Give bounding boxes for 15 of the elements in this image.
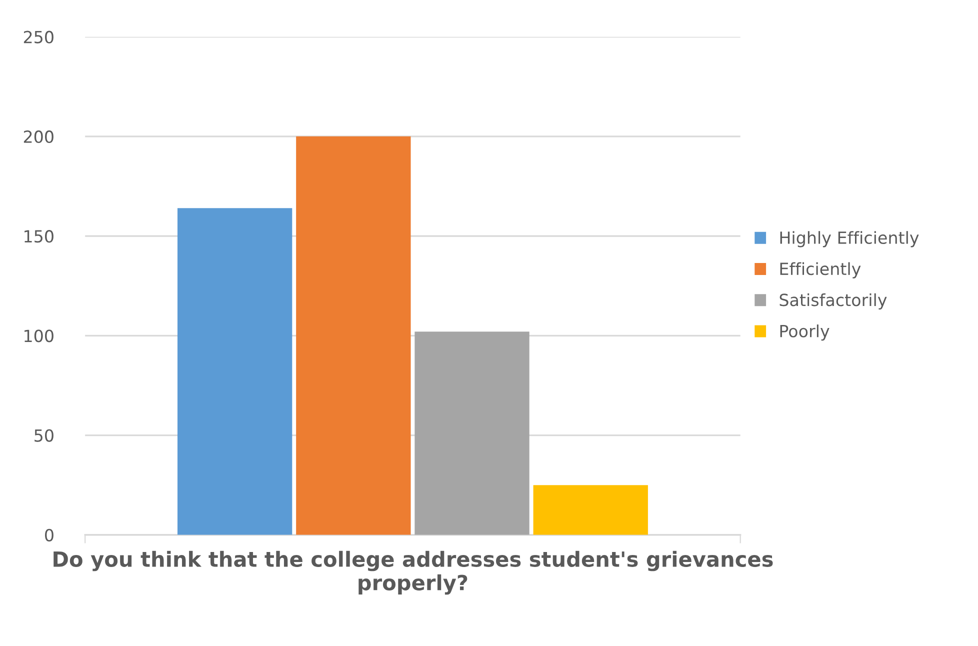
- legend-label: Efficiently: [780, 262, 861, 278]
- bar: [296, 136, 411, 535]
- x-axis-title: Do you think that the college addresses student's grievances properly?: [54, 550, 773, 595]
- y-tick-label: 250: [24, 30, 54, 44]
- legend-label: Highly Efficiently: [780, 231, 919, 248]
- y-tick-label: 50: [34, 429, 54, 442]
- y-tick-label: 0: [45, 528, 54, 542]
- y-tick-label: 100: [24, 330, 54, 342]
- bar: [414, 332, 530, 535]
- bar: [177, 208, 292, 535]
- legend-label: Satisfactorily: [780, 293, 887, 310]
- legend-label: Poorly: [780, 324, 830, 341]
- bar: [533, 485, 648, 535]
- y-tick-label: 200: [24, 130, 54, 144]
- y-tick-label: 150: [24, 230, 54, 243]
